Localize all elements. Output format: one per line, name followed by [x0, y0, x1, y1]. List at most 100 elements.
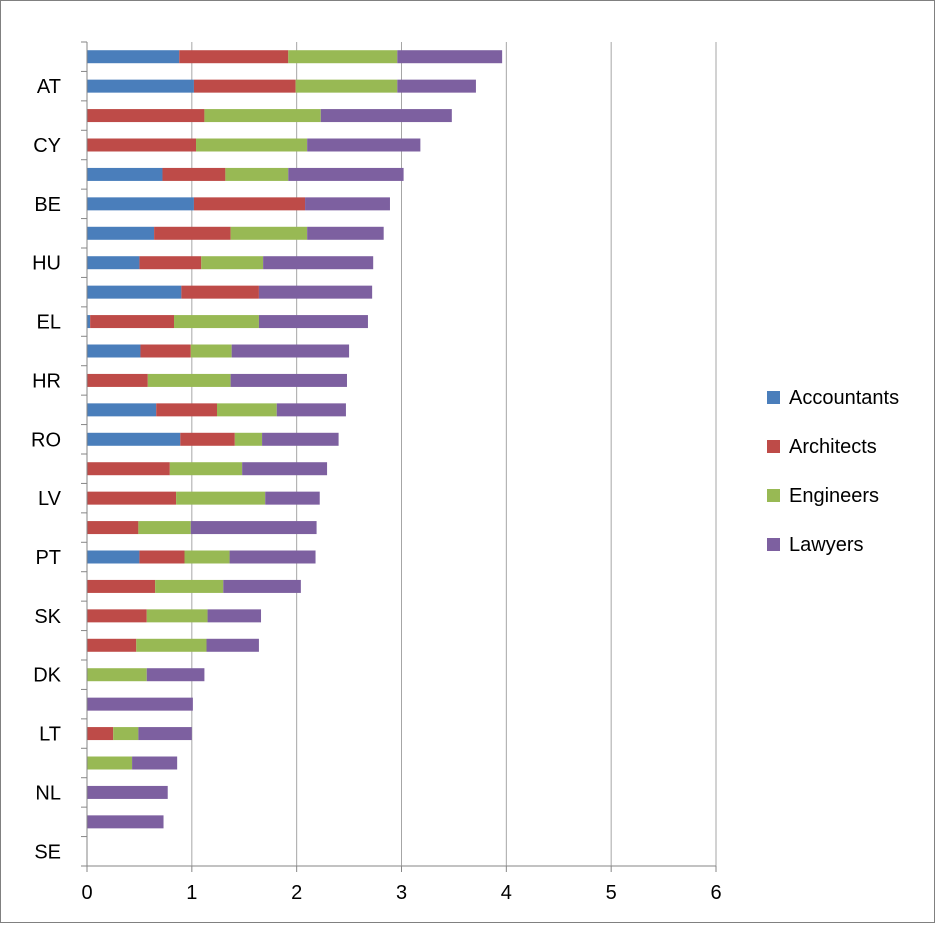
bar-architects-row-16: [87, 373, 148, 387]
bar-engineers-row-24: [196, 138, 308, 152]
bar-engineers-row-6: [87, 668, 147, 682]
bar-engineers-row-4: [113, 727, 139, 741]
bar-lawyers-row-9: [223, 579, 301, 593]
bar-accountants-row-26: [87, 79, 194, 93]
bar-engineers-row-26: [295, 79, 398, 93]
bar-accountants-row-20: [87, 256, 140, 270]
bar-accountants-row-22: [87, 197, 194, 211]
y-category-label: SE: [34, 841, 61, 863]
bar-architects-row-17: [140, 344, 191, 358]
bar-accountants-row-15: [87, 403, 157, 417]
bar-lawyers-row-5: [87, 697, 193, 711]
bar-lawyers-row-11: [190, 521, 317, 535]
bar-engineers-row-13: [169, 462, 243, 476]
bar-engineers-row-12: [176, 491, 266, 505]
legend-swatch-architects: [767, 440, 780, 453]
y-category-label: CY: [33, 135, 61, 157]
y-category-label: HR: [32, 370, 61, 392]
bar-accountants-row-19: [87, 285, 182, 299]
bar-architects-row-26: [193, 79, 296, 93]
bar-engineers-row-8: [146, 609, 208, 623]
bar-lawyers-row-18: [258, 315, 368, 329]
bar-lawyers-row-21: [307, 226, 384, 240]
bar-lawyers-row-3: [132, 756, 178, 770]
bar-lawyers-row-2: [87, 785, 168, 799]
bar-architects-row-8: [87, 609, 147, 623]
bar-accountants-row-21: [87, 226, 155, 240]
bar-accountants-row-23: [87, 167, 163, 181]
bar-engineers-row-18: [174, 315, 259, 329]
bar-lawyers-row-10: [229, 550, 316, 564]
y-category-label: BE: [34, 194, 61, 216]
y-category-label: LT: [39, 724, 61, 746]
bar-architects-row-21: [154, 226, 231, 240]
bar-engineers-row-15: [216, 403, 277, 417]
bar-architects-row-19: [181, 285, 259, 299]
bar-lawyers-row-8: [207, 609, 262, 623]
bar-lawyers-row-7: [206, 638, 259, 652]
y-category-label: PT: [35, 547, 61, 569]
legend: Accountants Architects Engineers Lawyers: [767, 387, 899, 556]
bar-architects-row-23: [162, 167, 226, 181]
bar-lawyers-row-17: [231, 344, 350, 358]
bar-lawyers-row-25: [320, 109, 452, 123]
bar-lawyers-row-4: [138, 727, 192, 741]
bar-engineers-row-3: [87, 756, 133, 770]
bar-lawyers-row-23: [288, 167, 404, 181]
bar-architects-row-24: [87, 138, 197, 152]
legend-label-accountants: Accountants: [789, 387, 899, 409]
legend-label-lawyers: Lawyers: [789, 534, 863, 556]
bar-accountants-row-18: [87, 315, 91, 329]
bar-engineers-row-23: [225, 167, 289, 181]
bar-architects-row-15: [156, 403, 217, 417]
bar-architects-row-27: [179, 50, 289, 64]
bar-engineers-row-20: [201, 256, 264, 270]
bar-lawyers-row-1: [87, 815, 164, 829]
bar-architects-row-7: [87, 638, 137, 652]
bar-lawyers-row-22: [305, 197, 390, 211]
bar-lawyers-row-15: [276, 403, 346, 417]
bar-engineers-row-25: [204, 109, 321, 123]
bars: [87, 50, 503, 829]
x-tick-label: 1: [186, 882, 197, 904]
bar-lawyers-row-16: [230, 373, 347, 387]
bar-accountants-row-14: [87, 432, 181, 446]
bar-lawyers-row-12: [265, 491, 320, 505]
y-category-label: HU: [32, 253, 61, 275]
bar-lawyers-row-20: [263, 256, 374, 270]
bar-accountants-row-17: [87, 344, 141, 358]
legend-label-architects: Architects: [789, 436, 877, 458]
y-category-label: AT: [37, 76, 61, 98]
x-tick-label: 3: [396, 882, 407, 904]
bar-lawyers-row-27: [397, 50, 503, 64]
bar-architects-row-18: [90, 315, 175, 329]
bar-architects-row-4: [87, 727, 114, 741]
bar-architects-row-9: [87, 579, 156, 593]
bar-architects-row-14: [180, 432, 235, 446]
bar-accountants-row-10: [87, 550, 140, 564]
bar-architects-row-12: [87, 491, 177, 505]
bar-architects-row-11: [87, 521, 139, 535]
x-tick-label: 4: [501, 882, 512, 904]
y-category-label: NL: [35, 782, 61, 804]
legend-label-engineers: Engineers: [789, 485, 879, 507]
bar-architects-row-13: [87, 462, 170, 476]
bar-engineers-row-11: [138, 521, 191, 535]
bar-architects-row-22: [193, 197, 306, 211]
bar-accountants-row-27: [87, 50, 180, 64]
y-category-label: SK: [34, 606, 61, 628]
axes: 0 1 2 3 4 5 6 SE NL LT DK SK PT LV RO HR EL HU BE CY AT: [31, 41, 722, 904]
x-tick-label: 0: [81, 882, 92, 904]
bar-architects-row-25: [87, 109, 205, 123]
y-category-label: LV: [38, 488, 62, 510]
bar-engineers-row-9: [155, 579, 224, 593]
y-category-label: EL: [37, 312, 61, 334]
bar-engineers-row-16: [147, 373, 231, 387]
bar-engineers-row-10: [184, 550, 230, 564]
x-tick-label: 5: [606, 882, 617, 904]
bar-lawyers-row-14: [262, 432, 339, 446]
y-category-label: DK: [33, 665, 61, 687]
bar-lawyers-row-26: [397, 79, 476, 93]
